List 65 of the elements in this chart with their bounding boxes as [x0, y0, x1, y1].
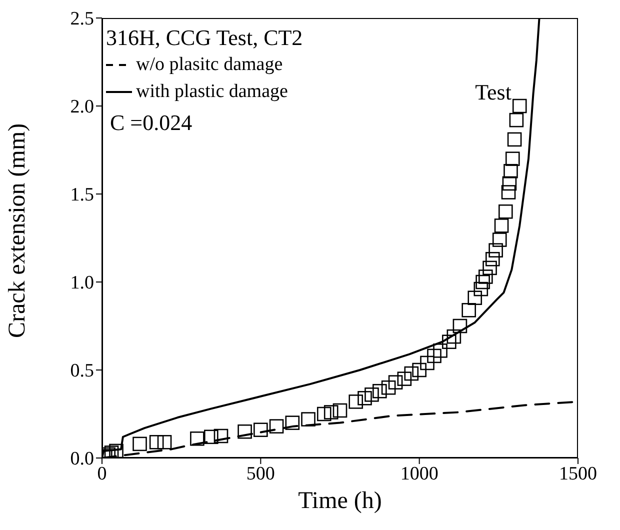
point	[372, 384, 387, 398]
x-tick-label: 500	[246, 463, 275, 484]
annotation: C =0.024	[110, 109, 194, 136]
point	[324, 405, 338, 420]
x-axis-title: Time (h)	[298, 488, 382, 514]
point	[420, 356, 434, 370]
point	[446, 329, 462, 344]
point	[498, 204, 513, 219]
point	[488, 243, 503, 258]
point	[452, 318, 468, 334]
point	[397, 372, 412, 386]
legend-label: w/o plasitc damage	[136, 53, 283, 77]
point	[238, 424, 252, 439]
point	[502, 176, 517, 191]
point	[462, 303, 476, 318]
point	[332, 403, 348, 418]
point	[494, 218, 509, 233]
point	[427, 348, 442, 364]
point	[509, 112, 524, 128]
y-axis-title: Crack extension (mm)	[4, 123, 31, 338]
point	[104, 446, 119, 458]
point	[381, 380, 396, 395]
point	[468, 290, 482, 305]
point	[501, 185, 516, 200]
point	[204, 430, 218, 444]
point	[512, 98, 527, 114]
point	[507, 132, 522, 147]
y-tick-label: 0.0	[70, 448, 94, 470]
point	[388, 375, 403, 390]
point	[269, 419, 284, 434]
point	[442, 334, 456, 349]
point	[358, 391, 372, 406]
point	[474, 282, 488, 296]
y-tick-label: 1.0	[70, 272, 94, 294]
x-tick-label: 0	[97, 463, 107, 484]
point	[285, 416, 300, 430]
legend-label: with plastic damage	[136, 80, 288, 104]
point	[348, 394, 364, 409]
series-label: Test	[475, 79, 512, 104]
point	[433, 343, 448, 358]
y-tick-label: 1.5	[70, 184, 94, 206]
point	[482, 260, 497, 276]
annotation: 316H, CCG Test, CT2	[106, 24, 303, 51]
point	[364, 387, 379, 402]
point	[157, 435, 172, 450]
point	[132, 436, 147, 452]
y-tick-label: 2.5	[70, 8, 94, 30]
point	[404, 366, 419, 381]
point	[316, 406, 332, 422]
y-tick-label: 2.0	[70, 96, 94, 118]
point	[492, 232, 507, 247]
x-tick-label: 1000	[400, 463, 438, 484]
point	[485, 252, 500, 266]
point	[149, 435, 164, 450]
y-tick-label: 0.5	[70, 360, 94, 382]
x-tick-label: 1500	[559, 463, 597, 484]
point	[504, 164, 518, 178]
point	[505, 152, 520, 166]
point	[190, 431, 204, 446]
point	[412, 362, 426, 378]
point	[476, 274, 490, 290]
point	[254, 422, 268, 437]
point	[214, 428, 228, 444]
point	[478, 270, 493, 284]
point	[301, 412, 316, 426]
